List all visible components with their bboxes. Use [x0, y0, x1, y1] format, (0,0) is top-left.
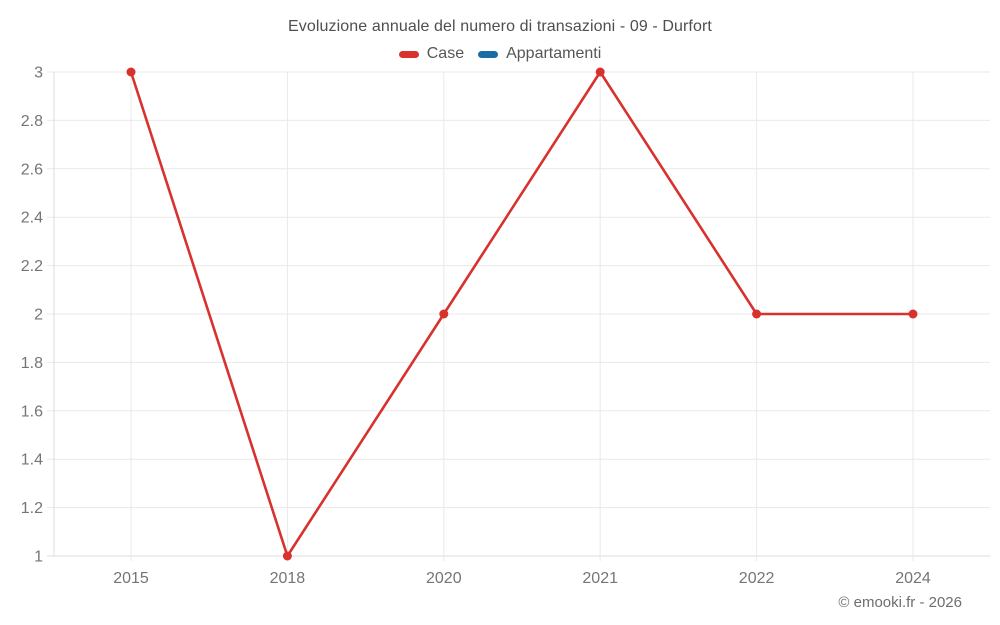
- x-tick-label: 2024: [895, 570, 931, 587]
- legend-label-appartamenti: Appartamenti: [506, 45, 602, 62]
- x-tick-label: 2018: [270, 570, 306, 587]
- x-tick-label: 2020: [426, 570, 462, 587]
- x-tick-label: 2015: [113, 570, 149, 587]
- legend-label-case: Case: [426, 45, 465, 62]
- chart-title: Evoluzione annuale del numero di transaz…: [288, 18, 712, 35]
- y-tick-label: 1.6: [21, 403, 43, 420]
- copyright-credit: © emooki.fr - 2026: [838, 594, 962, 611]
- y-tick-label: 3: [34, 65, 43, 82]
- appartamenti-series-swatch-icon: [478, 50, 499, 58]
- data-point-case-2021[interactable]: [595, 67, 605, 77]
- data-point-case-2018[interactable]: [282, 551, 292, 561]
- x-tick-label: 2021: [582, 570, 618, 587]
- y-tick-label: 2.6: [21, 161, 43, 178]
- y-tick-label: 1.2: [21, 500, 43, 517]
- legend-item-case[interactable]: Case: [398, 45, 465, 63]
- legend-item-appartamenti[interactable]: Appartamenti: [478, 45, 601, 63]
- y-tick-label: 2.8: [21, 113, 43, 130]
- y-tick-label: 2.4: [21, 210, 43, 227]
- y-tick-label: 1.4: [21, 452, 43, 469]
- x-tick-label: 2022: [739, 570, 775, 587]
- y-tick-label: 2.2: [21, 258, 43, 275]
- series-line-case: [129, 70, 915, 558]
- y-tick-label: 1.8: [21, 355, 43, 372]
- data-point-case-2020[interactable]: [439, 309, 449, 319]
- data-point-case-2015[interactable]: [126, 67, 136, 77]
- data-point-case-2022[interactable]: [752, 309, 762, 319]
- case-series-swatch-icon: [398, 50, 419, 58]
- data-point-case-2024[interactable]: [908, 309, 918, 319]
- chart-legend: Case Appartamenti: [0, 45, 1000, 63]
- y-tick-label: 1: [34, 549, 43, 566]
- y-tick-label: 2: [34, 307, 43, 324]
